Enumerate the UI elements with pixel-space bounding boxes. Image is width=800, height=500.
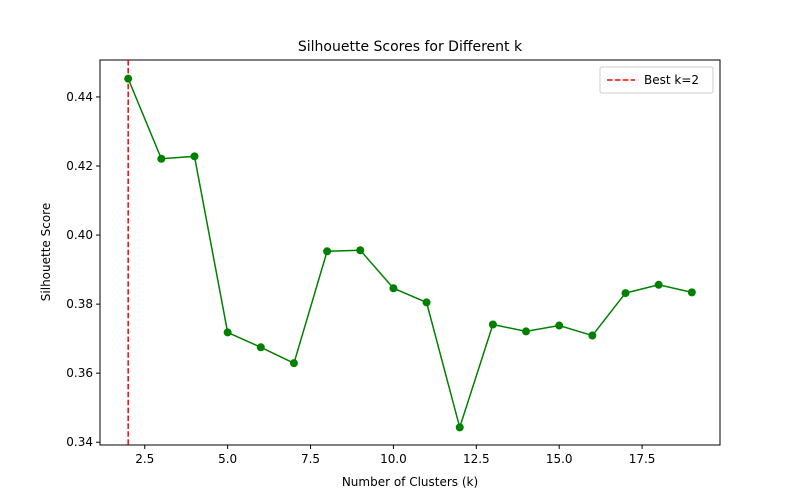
x-tick-label: 15.0: [546, 452, 573, 466]
data-point: [356, 246, 365, 255]
legend-label-best-k: Best k=2: [644, 73, 699, 87]
y-tick-label: 0.42: [66, 159, 93, 173]
x-tick-label: 12.5: [463, 452, 490, 466]
x-tick-label: 17.5: [629, 452, 656, 466]
x-tick-label: 10.0: [380, 452, 407, 466]
legend-box: [599, 66, 714, 94]
data-point: [522, 327, 531, 336]
data-point: [256, 343, 265, 352]
x-tick-label: 2.5: [135, 452, 154, 466]
data-point: [157, 154, 166, 163]
data-point: [555, 321, 564, 330]
data-point: [687, 288, 696, 297]
legend: Best k=2: [599, 66, 714, 94]
chart-title: Silhouette Scores for Different k: [298, 39, 523, 55]
y-axis: 0.34 0.36 0.38 0.40 0.42 0.44: [66, 90, 100, 449]
y-axis-title: Silhouette Score: [39, 203, 53, 301]
x-tick-label: 5.0: [218, 452, 237, 466]
x-tick-label: 7.5: [301, 452, 320, 466]
x-axis: 2.5 5.0 7.5 10.0 12.5 15.0 17.5: [135, 445, 655, 466]
data-point: [124, 74, 133, 83]
y-tick-label: 0.40: [66, 228, 93, 242]
data-point: [455, 423, 464, 432]
data-point: [488, 320, 497, 329]
data-point: [289, 359, 298, 368]
data-point: [588, 331, 597, 340]
data-point: [323, 247, 332, 256]
x-axis-title: Number of Clusters (k): [342, 475, 478, 489]
data-point: [223, 328, 232, 337]
data-point: [389, 284, 398, 293]
y-tick-label: 0.38: [66, 297, 93, 311]
data-point: [190, 152, 199, 161]
y-tick-label: 0.36: [66, 366, 93, 380]
y-tick-label: 0.44: [66, 90, 93, 104]
plot-area: [99, 59, 721, 446]
data-point: [422, 298, 431, 307]
data-point: [654, 280, 663, 289]
data-point: [621, 289, 630, 298]
y-tick-label: 0.34: [66, 435, 93, 449]
series-group: [124, 74, 696, 432]
series-line: [127, 78, 692, 431]
